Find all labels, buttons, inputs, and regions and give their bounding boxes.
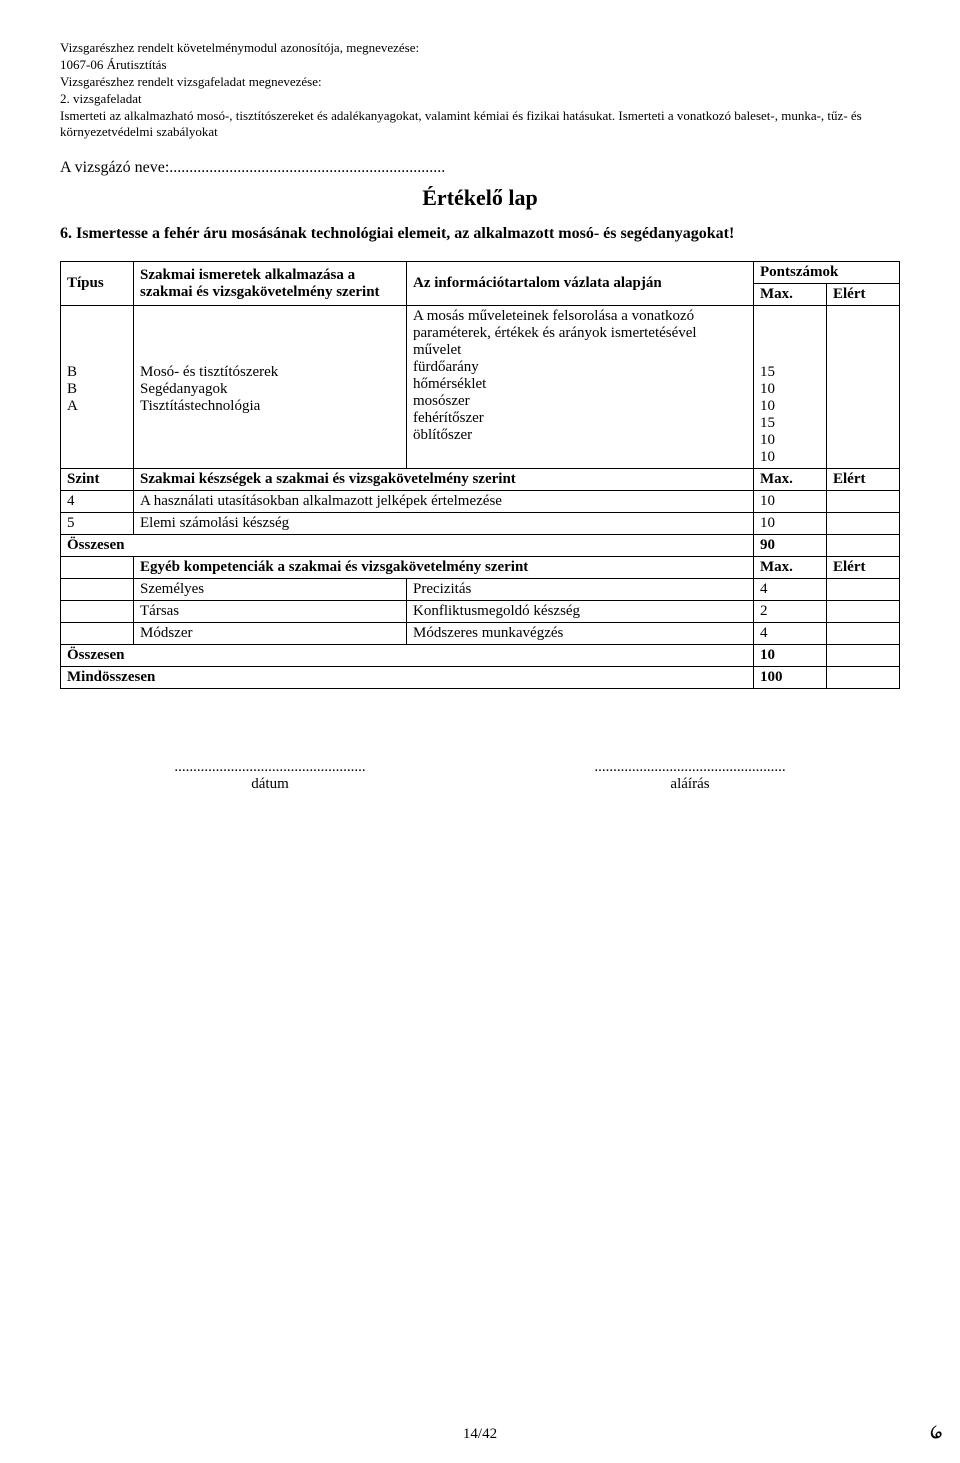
egyeb-header-max: Max. — [754, 557, 827, 579]
signature-sign-dots: ........................................… — [480, 759, 900, 776]
osszesen-2-label: Összesen — [61, 645, 754, 667]
szint-header-elert: Elért — [827, 469, 900, 491]
szint-row-0-szint: 4 — [61, 491, 134, 513]
egyeb-row-2-max: 4 — [754, 623, 827, 645]
module-header: Vizsgarészhez rendelt követelménymodul a… — [60, 40, 900, 141]
max-cell-block: 15 10 10 15 10 10 — [754, 306, 827, 469]
sheet-title: Értékelő lap — [60, 185, 900, 211]
egyeb-row-2-item: Módszeres munkavégzés — [407, 623, 754, 645]
osszesen-1-max: 90 — [754, 535, 827, 557]
szint-row-1-max: 10 — [754, 513, 827, 535]
osszesen-1-label: Összesen — [61, 535, 754, 557]
header-line-2: 1067-06 Árutisztítás — [60, 57, 900, 74]
max-val-1: 10 — [760, 381, 820, 398]
col-header-elert: Elért — [827, 284, 900, 306]
szakmai-val-0: Mosó- és tisztítószerek — [140, 364, 400, 381]
egyeb-header-blank — [61, 557, 134, 579]
max-cont-1: 10 — [760, 432, 820, 449]
egyeb-row-2-blank — [61, 623, 134, 645]
header-line-3: Vizsgarészhez rendelt vizsgafeladat megn… — [60, 74, 900, 91]
signature-sign-label: aláírás — [480, 776, 900, 793]
mindosszesen-max: 100 — [754, 667, 827, 689]
evaluation-table: Típus Szakmai ismeretek alkalmazása a sz… — [60, 261, 900, 689]
question-text: 6. Ismertesse a fehér áru mosásának tech… — [60, 225, 900, 243]
max-cont-2: 10 — [760, 449, 820, 466]
egyeb-row-2-cat: Módszer — [134, 623, 407, 645]
tipus-val-1: B — [67, 381, 127, 398]
max-val-2: 10 — [760, 398, 820, 415]
szint-header-title: Szakmai készségek a szakmai és vizsgaköv… — [134, 469, 754, 491]
info-val-1: fürdőarány — [413, 359, 747, 376]
szint-row-1-szint: 5 — [61, 513, 134, 535]
max-cont-0: 15 — [760, 415, 820, 432]
egyeb-row-1-elert — [827, 601, 900, 623]
egyeb-row-0-item: Precizitás — [407, 579, 754, 601]
info-cont-0: mosószer — [413, 393, 747, 410]
egyeb-row-1-blank — [61, 601, 134, 623]
corner-glyph-icon: ᥀ — [930, 1415, 942, 1445]
osszesen-2-max: 10 — [754, 645, 827, 667]
signature-row: ........................................… — [60, 759, 900, 793]
col-header-info: Az információtartalom vázlata alapján — [407, 262, 754, 306]
info-cont-1: fehérítőszer — [413, 410, 747, 427]
info-val-2: hőmérséklet — [413, 376, 747, 393]
egyeb-row-0-max: 4 — [754, 579, 827, 601]
szint-header-szint: Szint — [61, 469, 134, 491]
egyeb-row-1-max: 2 — [754, 601, 827, 623]
szakmai-val-2: Tisztítástechnológia — [140, 398, 400, 415]
egyeb-row-1-cat: Társas — [134, 601, 407, 623]
col-header-max: Max. — [754, 284, 827, 306]
max-val-0: 15 — [760, 364, 820, 381]
egyeb-row-2-elert — [827, 623, 900, 645]
header-line-5: Ismerteti az alkalmazható mosó-, tisztít… — [60, 108, 900, 142]
col-header-szakmai: Szakmai ismeretek alkalmazása a szakmai … — [134, 262, 407, 306]
info-intro: A mosás műveleteinek felsorolása a vonat… — [413, 308, 747, 342]
header-line-1: Vizsgarészhez rendelt követelménymodul a… — [60, 40, 900, 57]
signature-sign-col: ........................................… — [480, 759, 900, 793]
szint-row-1-title: Elemi számolási készség — [134, 513, 754, 535]
info-val-0: művelet — [413, 342, 747, 359]
tipus-cell-block: B B A — [61, 306, 134, 469]
egyeb-header-title: Egyéb kompetenciák a szakmai és vizsgakö… — [134, 557, 754, 579]
egyeb-row-0-blank — [61, 579, 134, 601]
osszesen-1-elert — [827, 535, 900, 557]
page-number: 14/42 — [0, 1426, 960, 1443]
szint-row-0-elert — [827, 491, 900, 513]
szint-row-0-max: 10 — [754, 491, 827, 513]
tipus-val-2: A — [67, 398, 127, 415]
signature-date-label: dátum — [60, 776, 480, 793]
egyeb-header-elert: Elért — [827, 557, 900, 579]
szint-header-max: Max. — [754, 469, 827, 491]
header-line-4: 2. vizsgafeladat — [60, 91, 900, 108]
egyeb-row-0-cat: Személyes — [134, 579, 407, 601]
info-cell-block: A mosás műveleteinek felsorolása a vonat… — [407, 306, 754, 469]
col-header-tipus: Típus — [61, 262, 134, 306]
info-cont-2: öblítőszer — [413, 427, 747, 444]
mindosszesen-label: Mindösszesen — [61, 667, 754, 689]
signature-date-col: ........................................… — [60, 759, 480, 793]
signature-date-dots: ........................................… — [60, 759, 480, 776]
egyeb-row-0-elert — [827, 579, 900, 601]
osszesen-2-elert — [827, 645, 900, 667]
mindosszesen-elert — [827, 667, 900, 689]
szint-row-1-elert — [827, 513, 900, 535]
szint-row-0-title: A használati utasításokban alkalmazott j… — [134, 491, 754, 513]
examinee-name-line: A vizsgázó neve:........................… — [60, 159, 900, 177]
elert-cell-block — [827, 306, 900, 469]
tipus-val-0: B — [67, 364, 127, 381]
szakmai-val-1: Segédanyagok — [140, 381, 400, 398]
egyeb-row-1-item: Konfliktusmegoldó készség — [407, 601, 754, 623]
col-header-pontszamok: Pontszámok — [754, 262, 900, 284]
szakmai-cell-block: Mosó- és tisztítószerek Segédanyagok Tis… — [134, 306, 407, 469]
